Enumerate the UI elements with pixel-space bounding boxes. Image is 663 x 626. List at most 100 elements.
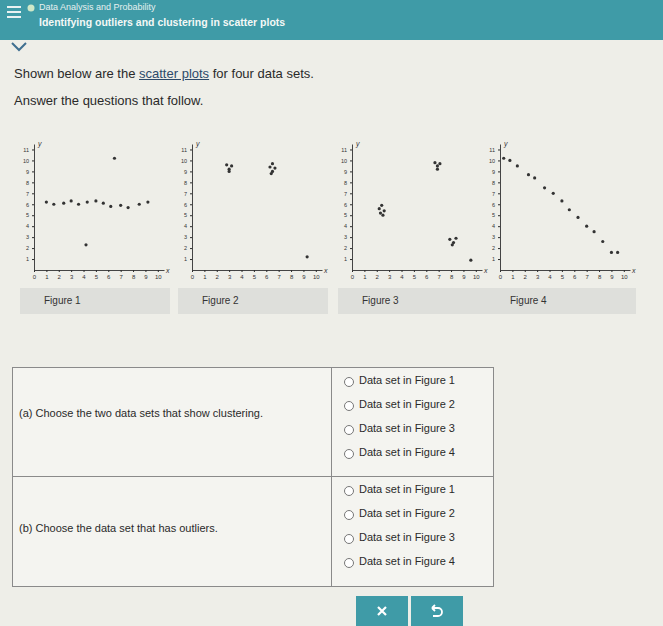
option-label[interactable]: Data set in Figure 4 [359, 446, 455, 458]
radio-icon[interactable] [343, 557, 355, 569]
menu-line[interactable] [7, 16, 21, 18]
figure-caption: Figure 2 [202, 295, 239, 306]
point [616, 251, 619, 254]
radio-button[interactable] [345, 402, 354, 411]
point [585, 225, 588, 228]
y-tick: 3 [184, 234, 192, 240]
y-tick-label: 1 [492, 256, 495, 262]
y-tick-label: 1 [26, 256, 29, 262]
intro-before: Shown below are the [14, 66, 139, 81]
undo-button[interactable] [411, 596, 463, 626]
x-axis-label: x [165, 267, 170, 274]
radio-button[interactable] [345, 535, 354, 544]
radio-icon[interactable] [343, 448, 355, 460]
collapse-toggle[interactable] [8, 40, 30, 54]
menu-line[interactable] [7, 11, 21, 13]
intro-after: for four data sets. [209, 66, 314, 81]
radio-icon[interactable] [343, 376, 355, 388]
x-tick-mark [389, 270, 390, 272]
y-tick-mark [498, 149, 500, 150]
x-tick-label: 6 [425, 274, 429, 280]
y-tick-mark [498, 182, 500, 183]
y-tick-mark [190, 226, 192, 227]
radio-button[interactable] [345, 378, 354, 387]
y-tick: 10 [23, 158, 34, 164]
radio-icon[interactable] [343, 400, 355, 412]
x-tick: 4 [82, 270, 86, 280]
x-tick-mark [512, 270, 513, 272]
x-tick-mark [158, 270, 159, 272]
y-tick-label: 2 [492, 245, 495, 251]
x-tick-label: 3 [70, 274, 74, 280]
undo-icon[interactable] [432, 605, 442, 616]
chevron[interactable] [12, 43, 26, 50]
x-tick-mark [562, 270, 563, 272]
y-tick: 7 [184, 191, 192, 197]
option-label[interactable]: Data set in Figure 3 [359, 531, 455, 543]
point [380, 204, 383, 207]
point [436, 164, 439, 167]
y-tick-mark [498, 204, 500, 205]
option-label[interactable]: Data set in Figure 2 [359, 507, 455, 519]
question-label: (b) Choose the data set that has outlier… [19, 521, 311, 536]
y-tick-label: 5 [184, 212, 187, 218]
y-tick-label: 8 [184, 180, 187, 186]
caption-bar [20, 288, 170, 314]
radio-icon[interactable] [343, 424, 355, 436]
x-tick-label: 0 [351, 274, 355, 280]
x-axis-line [353, 270, 483, 271]
x-tick: 0 [351, 270, 355, 280]
x-axis-line [501, 270, 631, 271]
radio-button[interactable] [345, 511, 354, 520]
radio-button[interactable] [345, 450, 354, 459]
radio-button[interactable] [345, 426, 354, 435]
y-tick-mark [350, 226, 352, 227]
x-tick-label: 3 [536, 274, 540, 280]
radio-button[interactable] [345, 487, 354, 496]
radio-button[interactable] [345, 559, 354, 568]
x-tick-mark [133, 270, 134, 272]
x-axis: 012345678910 [33, 270, 165, 280]
x-tick-label: 7 [277, 274, 281, 280]
option-label[interactable]: Data set in Figure 2 [359, 398, 455, 410]
option-label[interactable]: Data set in Figure 1 [359, 483, 455, 495]
x-tick-mark [426, 270, 427, 272]
x-tick-mark [121, 270, 122, 272]
points [225, 162, 309, 258]
y-axis-line [192, 145, 193, 271]
y-tick-label: 4 [492, 223, 495, 229]
x-tick: 2 [524, 270, 528, 280]
x-tick-label: 3 [388, 274, 392, 280]
y-tick: 5 [184, 212, 192, 218]
y-tick-mark [32, 149, 34, 150]
figure-caption: Figure 1 [44, 295, 81, 306]
y-tick-label: 7 [26, 191, 29, 197]
point [451, 243, 454, 246]
option-label[interactable]: Data set in Figure 4 [359, 555, 455, 567]
option-label[interactable]: Data set in Figure 1 [359, 374, 455, 386]
option-label[interactable]: Data set in Figure 3 [359, 422, 455, 434]
y-tick-label: 9 [344, 169, 347, 175]
point [52, 203, 55, 206]
x-tick-label: 9 [610, 274, 614, 280]
menu-line[interactable] [7, 6, 21, 8]
y-tick-label: 3 [184, 234, 187, 240]
undo-button-bg[interactable] [411, 596, 463, 626]
y-tick: 9 [184, 169, 192, 175]
y-tick-label: 2 [184, 245, 187, 251]
y-tick: 1 [26, 256, 34, 262]
intro-link[interactable]: scatter plots [139, 66, 209, 81]
clear-icon[interactable] [378, 607, 386, 615]
x-tick-mark [377, 270, 378, 272]
point [306, 255, 309, 258]
clear-button[interactable] [356, 596, 408, 626]
radio-icon[interactable] [343, 533, 355, 545]
radio-icon[interactable] [343, 509, 355, 521]
x-tick-mark [96, 270, 97, 272]
y-axis-line [352, 145, 353, 271]
point [508, 159, 511, 162]
clear-button-bg[interactable] [356, 596, 408, 626]
radio-icon[interactable] [343, 485, 355, 497]
y-tick-label: 3 [492, 234, 495, 240]
y-tick: 11 [341, 147, 352, 153]
